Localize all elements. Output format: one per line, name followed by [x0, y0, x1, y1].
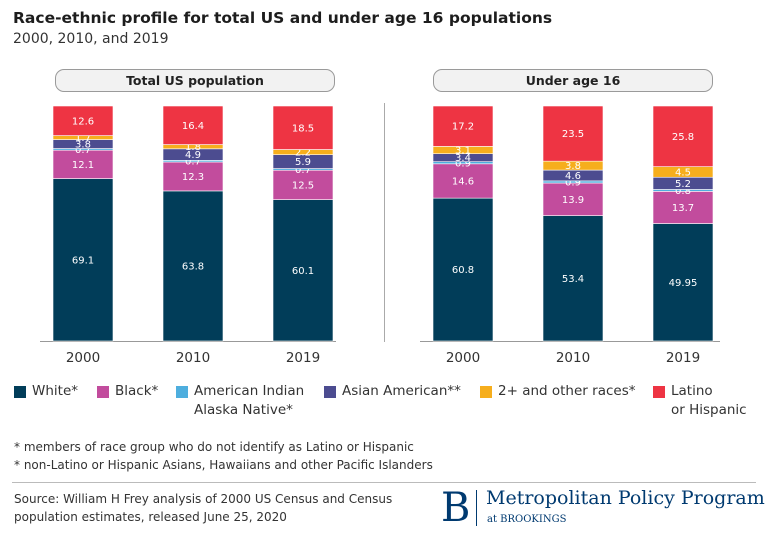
label-total-2010-latino-or-hispanic: 16.4 — [182, 121, 204, 132]
label-under16-2010-american-indian-alaska-native: 0.9 — [565, 177, 581, 188]
label-under16-2019-white: 49.95 — [669, 278, 698, 289]
label-total-2000-white: 69.1 — [72, 255, 94, 266]
legend-label-black: Black* — [115, 383, 159, 399]
label-under16-2010-2-and-other-races: 3.8 — [565, 161, 581, 172]
label-under16-2019-latino-or-hispanic: 25.8 — [672, 132, 694, 143]
label-under16-2010-asian-american: 4.6 — [565, 171, 581, 182]
chart-title: Race-ethnic profile for total US and und… — [13, 9, 553, 27]
bar-total-2000-white — [52, 178, 114, 342]
label-total-2019-black: 12.5 — [292, 180, 314, 191]
label-total-2010-american-indian-alaska-native: 0.7 — [185, 157, 201, 168]
legend-label-latino: Latino or Hispanic — [671, 383, 747, 418]
tick-label-total-2000: 2000 — [66, 350, 100, 366]
label-total-2010-black: 12.3 — [182, 172, 204, 183]
label-total-2019-white: 60.1 — [292, 266, 314, 277]
bar-under16-2019-black — [652, 191, 714, 224]
bar-under16-2000-latino-or-hispanic — [432, 105, 494, 147]
bar-under16-2000-white — [432, 197, 494, 342]
logo-divider — [476, 490, 477, 526]
footnote-2: * non-Latino or Hispanic Asians, Hawaiia… — [14, 458, 433, 472]
label-total-2000-american-indian-alaska-native: 0.7 — [75, 145, 91, 156]
tick-label-under16-2019: 2019 — [666, 350, 700, 366]
logo-name: Metropolitan Policy Program — [486, 487, 765, 509]
tick-label-total-2010: 2010 — [176, 350, 210, 366]
legend-swatch-black — [97, 386, 109, 398]
label-under16-2019-2-and-other-races: 4.5 — [675, 167, 691, 178]
brookings-logo-mark: B — [441, 485, 471, 531]
label-total-2000-asian-american: 3.8 — [75, 140, 91, 151]
label-under16-2000-black: 14.6 — [452, 176, 474, 187]
bar-total-2010-white — [162, 190, 224, 342]
legend-swatch-latino — [653, 386, 665, 398]
legend-swatch-white — [14, 386, 26, 398]
label-under16-2000-american-indian-alaska-native: 0.9 — [455, 158, 471, 169]
tick-label-under16-2010: 2010 — [556, 350, 590, 366]
bar-under16-2000-black — [432, 163, 494, 199]
bar-under16-2019-latino-or-hispanic — [652, 105, 714, 167]
chart-subtitle: 2000, 2010, and 2019 — [13, 31, 169, 47]
bar-total-2010-latino-or-hispanic — [162, 105, 224, 145]
label-total-2000-2-and-other-races: 1.7 — [75, 133, 91, 144]
label-under16-2000-latino-or-hispanic: 17.2 — [452, 122, 474, 133]
label-under16-2010-white: 53.4 — [562, 274, 584, 285]
legend-label-white: White* — [32, 383, 79, 399]
bar-under16-2019-white — [652, 223, 714, 342]
label-total-2010-asian-american: 4.9 — [185, 150, 201, 161]
stacked-bar-chart: 69.112.10.73.81.712.6200063.812.30.74.91… — [40, 103, 720, 366]
bar-total-2000-black — [52, 149, 114, 179]
footer-divider — [12, 482, 756, 483]
label-under16-2000-white: 60.8 — [452, 265, 474, 276]
legend-swatch-asian — [324, 386, 336, 398]
bar-total-2019-black — [272, 169, 334, 200]
legend-label-asian: Asian American** — [342, 383, 461, 399]
label-under16-2010-black: 13.9 — [562, 195, 584, 206]
label-under16-2019-american-indian-alaska-native: 0.8 — [675, 186, 691, 197]
label-total-2010-white: 63.8 — [182, 261, 204, 272]
legend: White* Black* American Indian Alaska Nati… — [14, 382, 768, 422]
label-under16-2019-black: 13.7 — [672, 203, 694, 214]
bar-total-2010-black — [162, 161, 224, 192]
legend-label-american-indian: American Indian Alaska Native* — [194, 383, 305, 418]
label-total-2019-2-and-other-races: 2.2 — [295, 148, 311, 159]
legend-swatch-american-indian — [176, 386, 188, 398]
bar-under16-2010-black — [542, 182, 604, 216]
bar-under16-2010-latino-or-hispanic — [542, 105, 604, 162]
panel-label-under16: Under age 16 — [433, 69, 713, 92]
label-under16-2010-latino-or-hispanic: 23.5 — [562, 129, 584, 140]
bar-total-2019-latino-or-hispanic — [272, 105, 334, 150]
footnote-1: * members of race group who do not ident… — [14, 440, 414, 454]
label-total-2000-latino-or-hispanic: 12.6 — [72, 116, 94, 127]
label-under16-2000-asian-american: 3.4 — [455, 153, 471, 164]
tick-label-total-2019: 2019 — [286, 350, 320, 366]
source-note: Source: William H Frey analysis of 2000 … — [14, 492, 393, 524]
label-total-2019-latino-or-hispanic: 18.5 — [292, 123, 314, 134]
legend-label-multiracial: 2+ and other races* — [498, 383, 636, 399]
bar-total-2000-latino-or-hispanic — [52, 105, 114, 136]
label-total-2010-2-and-other-races: 1.8 — [185, 142, 201, 153]
tick-label-under16-2000: 2000 — [446, 350, 480, 366]
bar-total-2019-white — [272, 199, 334, 342]
label-under16-2000-2-and-other-races: 3.1 — [455, 146, 471, 157]
label-total-2019-asian-american: 5.9 — [295, 157, 311, 168]
panel-label-total: Total US population — [55, 69, 335, 92]
label-total-2019-american-indian-alaska-native: 0.7 — [295, 165, 311, 176]
legend-swatch-multiracial — [480, 386, 492, 398]
label-total-2000-black: 12.1 — [72, 160, 94, 171]
bar-under16-2010-white — [542, 215, 604, 342]
logo-subtitle: at BROOKINGS — [487, 514, 567, 525]
label-under16-2019-asian-american: 5.2 — [675, 179, 691, 190]
